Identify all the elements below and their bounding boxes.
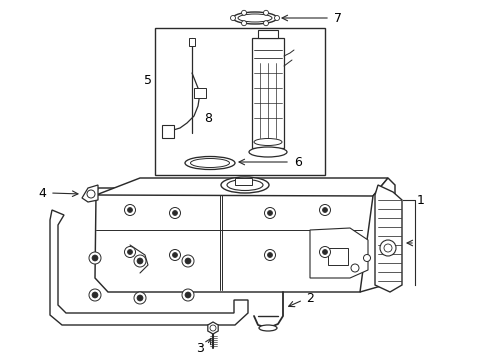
Circle shape <box>172 211 177 216</box>
Circle shape <box>268 252 272 257</box>
Ellipse shape <box>221 177 269 193</box>
Text: 1: 1 <box>417 194 425 207</box>
Polygon shape <box>252 38 284 148</box>
Circle shape <box>89 252 101 264</box>
Circle shape <box>322 207 327 212</box>
Circle shape <box>364 255 370 261</box>
Circle shape <box>274 15 279 21</box>
Circle shape <box>172 252 177 257</box>
Ellipse shape <box>249 147 287 157</box>
Text: 4: 4 <box>38 186 46 199</box>
Circle shape <box>210 325 216 331</box>
Circle shape <box>185 258 191 264</box>
Polygon shape <box>82 185 98 202</box>
Circle shape <box>170 249 180 261</box>
Circle shape <box>134 255 146 267</box>
Circle shape <box>127 207 132 212</box>
Circle shape <box>384 244 392 252</box>
Polygon shape <box>162 125 174 138</box>
Text: 3: 3 <box>196 342 204 355</box>
Circle shape <box>137 258 143 264</box>
Circle shape <box>170 207 180 219</box>
Circle shape <box>182 255 194 267</box>
Polygon shape <box>50 210 248 325</box>
Circle shape <box>319 204 330 216</box>
Circle shape <box>134 292 146 304</box>
Circle shape <box>322 249 327 255</box>
Circle shape <box>182 289 194 301</box>
Ellipse shape <box>185 157 235 170</box>
Text: 8: 8 <box>204 112 212 125</box>
Text: 7: 7 <box>334 12 342 24</box>
Ellipse shape <box>233 12 277 24</box>
Polygon shape <box>96 178 388 196</box>
Circle shape <box>264 21 269 26</box>
Polygon shape <box>235 178 252 185</box>
Polygon shape <box>360 178 395 292</box>
Circle shape <box>185 292 191 298</box>
Circle shape <box>89 289 101 301</box>
Polygon shape <box>258 30 278 38</box>
Polygon shape <box>208 322 218 334</box>
Ellipse shape <box>227 180 263 190</box>
Circle shape <box>124 204 136 216</box>
Circle shape <box>265 207 275 219</box>
Text: 2: 2 <box>306 292 314 305</box>
Polygon shape <box>328 248 348 265</box>
Circle shape <box>265 249 275 261</box>
Circle shape <box>319 247 330 257</box>
Circle shape <box>92 255 98 261</box>
Ellipse shape <box>259 325 277 331</box>
Circle shape <box>127 249 132 255</box>
Polygon shape <box>194 88 206 98</box>
Text: 6: 6 <box>294 156 302 168</box>
Polygon shape <box>375 185 402 292</box>
Text: 5: 5 <box>144 73 152 86</box>
Polygon shape <box>95 188 373 292</box>
Polygon shape <box>155 28 325 175</box>
Polygon shape <box>310 228 368 278</box>
Circle shape <box>87 190 95 198</box>
Circle shape <box>242 21 246 26</box>
Circle shape <box>351 264 359 272</box>
Polygon shape <box>189 38 195 46</box>
Ellipse shape <box>254 139 282 145</box>
Circle shape <box>137 295 143 301</box>
Ellipse shape <box>238 14 272 22</box>
Circle shape <box>380 240 396 256</box>
Circle shape <box>124 247 136 257</box>
Ellipse shape <box>191 158 229 167</box>
Circle shape <box>230 15 236 21</box>
Circle shape <box>264 10 269 15</box>
Circle shape <box>92 292 98 298</box>
Circle shape <box>268 211 272 216</box>
Circle shape <box>242 10 246 15</box>
